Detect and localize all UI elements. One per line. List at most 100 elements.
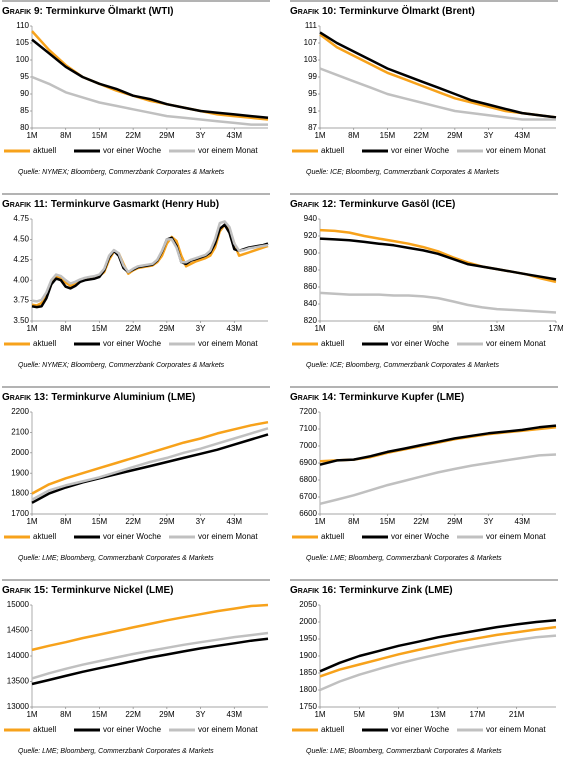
y-tick-label: 6700 (299, 492, 317, 501)
legend-label: aktuell (33, 146, 56, 155)
series-line (31, 420, 269, 495)
legend-label: vor einem Monat (486, 339, 546, 348)
y-tick-label: 6900 (299, 458, 317, 467)
x-tick-label: 22M (125, 517, 141, 526)
x-tick-label: 3Y (196, 710, 206, 719)
legend-label: vor einer Woche (391, 146, 450, 155)
chart-panel: Grafik 15: Terminkurve Nickel (LME)130001… (2, 579, 270, 755)
y-tick-label: 6600 (299, 509, 317, 518)
chart-title-text: Terminkurve Nickel (LME) (51, 585, 173, 596)
y-tick-label: 1750 (299, 702, 317, 711)
legend-label: aktuell (33, 339, 56, 348)
chart-panel: Grafik 10: Terminkurve Ölmarkt (Brent) 87 9… (290, 0, 558, 176)
chart-title: Grafik 15: Terminkurve Nickel (LME) (2, 585, 173, 596)
y-tick-label: 2000 (11, 448, 29, 457)
x-tick-label: 3Y (196, 324, 206, 333)
y-tick-label: 940 (304, 214, 318, 223)
y-tick-label: 13500 (7, 677, 30, 686)
x-tick-label: 29M (159, 517, 175, 526)
y-tick-label: 91 (308, 106, 317, 115)
x-tick-label: 1M (314, 324, 325, 333)
y-tick-label: 95 (20, 72, 29, 81)
y-tick-label: 6800 (299, 475, 317, 484)
x-tick-label: 15M (380, 131, 396, 140)
y-tick-label: 3.50 (13, 316, 29, 325)
legend-label: vor einem Monat (198, 725, 258, 734)
series-line (319, 67, 556, 121)
y-tick-label: 105 (16, 38, 30, 47)
legend-label: vor einem Monat (486, 725, 546, 734)
x-tick-label: 8M (60, 517, 71, 526)
x-tick-label: 3Y (196, 131, 206, 140)
x-tick-label: 22M (125, 324, 141, 333)
y-tick-label: 2200 (11, 407, 29, 416)
x-tick-label: 8M (348, 131, 359, 140)
chart-title-prefix: Grafik 9: (2, 6, 43, 17)
legend-label: vor einer Woche (103, 532, 162, 541)
chart-title-prefix: Grafik 14: (290, 392, 336, 403)
series-line (31, 637, 269, 686)
series-line (319, 634, 557, 692)
y-tick-label: 860 (304, 282, 318, 291)
legend-label: vor einer Woche (103, 339, 162, 348)
y-tick-label: 1950 (299, 634, 317, 643)
chart-panel: Grafik 14: Terminkurve Kupfer (LME) 6600 67… (290, 386, 558, 562)
legend-label: vor einer Woche (391, 339, 450, 348)
y-tick-label: 14000 (7, 651, 30, 660)
chart-title: Grafik 10: Terminkurve Ölmarkt (Brent) (290, 4, 475, 17)
legend-label: vor einer Woche (391, 532, 450, 541)
x-tick-label: 1M (26, 710, 37, 719)
x-tick-label: 43M (227, 710, 243, 719)
legend-label: vor einem Monat (198, 532, 258, 541)
legend-label: aktuell (33, 725, 56, 734)
chart-title-text: Terminkurve Gasöl (ICE) (339, 199, 455, 210)
y-tick-label: 4.00 (13, 275, 29, 284)
chart-title-prefix: Grafik 11: (2, 199, 48, 210)
y-tick-label: 840 (304, 299, 318, 308)
y-tick-label: 107 (304, 38, 318, 47)
x-tick-label: 29M (159, 324, 175, 333)
x-tick-label: 9M (432, 324, 443, 333)
chart-panel: Grafik 12: Terminkurve Gasöl (ICE) 820 840 8… (290, 193, 563, 369)
x-tick-label: 43M (515, 517, 531, 526)
legend-label: aktuell (321, 339, 344, 348)
chart-title-text: Terminkurve Ölmarkt (WTI) (46, 4, 174, 17)
x-tick-label: 8M (60, 324, 71, 333)
x-tick-label: 43M (227, 517, 243, 526)
chart-source: Quelle: LME; Bloomberg, Commerzbank Corp… (306, 748, 502, 755)
y-tick-label: 103 (304, 55, 318, 64)
y-tick-label: 110 (16, 21, 29, 30)
y-tick-label: 2000 (299, 617, 317, 626)
legend-label: aktuell (321, 725, 344, 734)
chart-panel: Grafik 13: Terminkurve Aluminium (LME) 170… (2, 386, 270, 562)
chart-title-text: Terminkurve Ölmarkt (Brent) (339, 4, 474, 17)
chart-title: Grafik 11: Terminkurve Gasmarkt (Henry Hu… (2, 199, 219, 210)
chart-panel: Grafik 9: Terminkurve Ölmarkt (WTI) 80 85 90… (2, 0, 270, 176)
panel-rule (2, 0, 270, 2)
y-tick-label: 111 (305, 21, 318, 30)
y-tick-label: 1700 (11, 509, 29, 518)
y-tick-label: 85 (20, 106, 29, 115)
y-tick-label: 14500 (7, 626, 30, 635)
x-tick-label: 13M (489, 324, 505, 333)
x-tick-label: 43M (227, 131, 243, 140)
series-line (31, 631, 269, 680)
chart-title-prefix: Grafik 12: (290, 199, 336, 210)
x-tick-label: 29M (159, 131, 175, 140)
series-line (31, 30, 269, 121)
y-tick-label: 880 (304, 265, 318, 274)
chart-title-prefix: Grafik 10: (290, 6, 336, 17)
legend-label: aktuell (33, 532, 56, 541)
y-tick-label: 1850 (299, 668, 317, 677)
series-line (31, 603, 269, 652)
chart-source: Quelle: LME; Bloomberg, Commerzbank Corp… (18, 748, 214, 755)
panel-rule (290, 386, 558, 388)
x-tick-label: 1M (314, 517, 325, 526)
y-tick-label: 2050 (299, 600, 317, 609)
x-tick-label: 9M (393, 710, 404, 719)
legend-label: vor einem Monat (486, 532, 546, 541)
chart-panel: Grafik 16: Terminkurve Zink (LME) 1750 1800… (290, 579, 558, 755)
y-tick-label: 1900 (299, 651, 317, 660)
x-tick-label: 15M (92, 710, 108, 719)
